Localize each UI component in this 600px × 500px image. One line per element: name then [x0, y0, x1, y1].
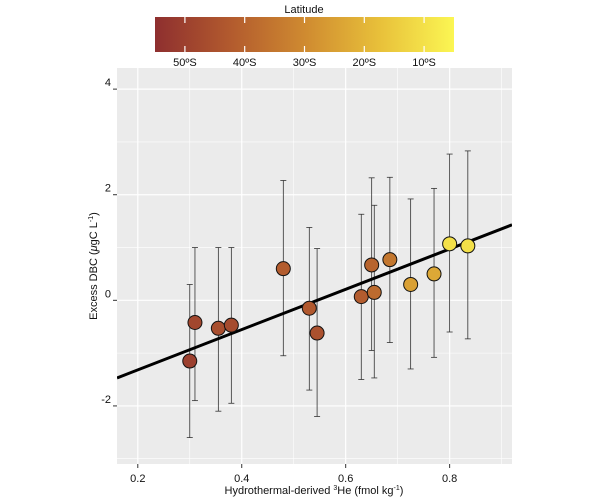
colorbar-tick-label: 10ºS [412, 57, 436, 69]
data-point [366, 284, 382, 300]
data-point [309, 325, 325, 341]
axes: 0.2 0.4 0.6 0.8 -2 0 2 4 [101, 77, 457, 485]
data-point [382, 252, 398, 268]
x-tick-label: 0.4 [234, 473, 249, 485]
x-tick-label: 0.8 [442, 473, 457, 485]
data-point [301, 300, 317, 316]
y-tick-label: 0 [105, 288, 111, 300]
data-point [460, 238, 476, 254]
colorbar-tick-label: 30ºS [293, 57, 317, 69]
colorbar-ticks: 50ºS 40ºS 30ºS 20ºS 10ºS [173, 17, 436, 69]
data-point [426, 266, 442, 282]
data-point [210, 320, 226, 336]
y-axis-label-unit-sup: -1 [88, 216, 95, 222]
plot-panel [117, 68, 512, 464]
data-point [182, 353, 198, 369]
x-axis-label-unit-sup: -1 [394, 485, 400, 492]
x-axis-label-sup: 3 [333, 485, 337, 492]
data-point [442, 236, 458, 252]
y-tick-label: 4 [105, 77, 111, 89]
y-tick-label: 2 [105, 183, 111, 195]
x-tick-label: 0.2 [130, 473, 145, 485]
y-tick-label: -2 [101, 394, 111, 406]
data-point [364, 257, 380, 273]
x-axis-label-close: ) [400, 485, 404, 497]
data-points [182, 236, 476, 369]
y-axis-label-mu: μ [88, 245, 100, 252]
data-point [187, 314, 203, 330]
colorbar-tick-label: 50ºS [173, 57, 197, 69]
colorbar-title: Latitude [284, 4, 323, 16]
y-axis-label-main: Excess DBC ( [88, 251, 100, 320]
x-tick-label: 0.6 [338, 473, 353, 485]
data-point [403, 276, 419, 292]
x-axis-label: Hydrothermal-derived 3He (fmol kg-1) [225, 485, 404, 497]
grid [117, 68, 512, 464]
y-axis-label: Excess DBC (μgC L-1) [88, 212, 100, 320]
colorbar-tick-label: 20ºS [353, 57, 377, 69]
x-axis-label-prefix: Hydrothermal-derived [225, 485, 334, 497]
colorbar-tick-label: 40ºS [233, 57, 257, 69]
y-axis-label-close: ) [88, 212, 100, 216]
x-axis-label-main: He (fmol kg [337, 485, 393, 497]
data-point [223, 317, 239, 333]
data-point [353, 289, 369, 305]
data-point [275, 261, 291, 277]
y-axis-label-unit: gC L [88, 222, 100, 245]
